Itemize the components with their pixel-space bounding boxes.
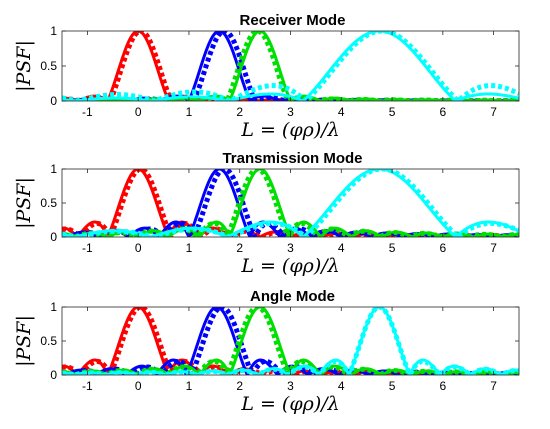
x-tick-label: 1 <box>186 105 193 119</box>
x-tick-label: 2 <box>236 241 243 255</box>
plot-area <box>62 169 519 237</box>
series-line-2 <box>62 31 519 101</box>
x-tick-label: 7 <box>490 379 497 393</box>
subplot-1: -1 0 1 2 3 4 5 6 7 0 0.5 1 Receiver Mode L = (φρ)/λ |P… <box>13 12 520 141</box>
y-tick-label: 0 <box>50 368 57 382</box>
axes-box <box>61 30 520 102</box>
y-tick-label: 0 <box>50 230 57 244</box>
x-tick-label: 3 <box>287 105 294 119</box>
x-tick-label: -1 <box>82 241 93 255</box>
x-tick-label: 5 <box>389 379 396 393</box>
series-line-4 <box>62 31 519 101</box>
x-tick-label: -1 <box>82 379 93 393</box>
x-tick-label: 0 <box>135 105 142 119</box>
x-axis-label: L = (φρ)/λ <box>240 255 339 277</box>
x-axis-label: L = (φρ)/λ <box>240 119 339 141</box>
x-tick-label: 1 <box>186 241 193 255</box>
y-tick-label: 1 <box>50 300 57 314</box>
y-axis-label: |PSF| <box>13 315 35 367</box>
y-axis-label: |PSF| <box>13 177 35 229</box>
y-tick-label: 1 <box>50 24 57 38</box>
panel-title: Receiver Mode <box>240 12 346 29</box>
x-tick-label: 4 <box>338 105 345 119</box>
x-tick-label: 2 <box>236 379 243 393</box>
y-tick-label: 0.5 <box>40 334 57 348</box>
x-tick-label: 2 <box>236 105 243 119</box>
y-tick-label: 0.5 <box>40 59 57 73</box>
x-tick-label: 0 <box>135 379 142 393</box>
x-tick-label: 7 <box>490 241 497 255</box>
series-line-1 <box>62 31 519 101</box>
plot-area <box>62 31 519 101</box>
plot-area <box>62 307 519 375</box>
subplot-2: -1 0 1 2 3 4 5 6 7 0 0.5 1 Transmission Mode L = (φρ)… <box>13 150 520 277</box>
subplot-3: -1 0 1 2 3 4 5 6 7 0 0.5 1 Angle Mode L = (φρ)/λ |PSF| <box>13 288 520 415</box>
x-tick-label: 5 <box>389 241 396 255</box>
x-tick-label: 4 <box>338 379 345 393</box>
x-tick-label: 3 <box>287 241 294 255</box>
series-line-6 <box>62 31 519 101</box>
panel-title: Transmission Mode <box>222 150 362 167</box>
x-tick-label: -1 <box>82 105 93 119</box>
x-tick-label: 0 <box>135 241 142 255</box>
y-axis-label: |PSF| <box>13 40 35 92</box>
x-tick-label: 1 <box>186 379 193 393</box>
x-axis-label: L = (φρ)/λ <box>240 393 339 415</box>
series-line-5 <box>62 31 519 101</box>
y-tick-label: 1 <box>50 162 57 176</box>
y-tick-label: 0 <box>50 94 57 108</box>
x-tick-label: 6 <box>439 379 446 393</box>
x-tick-label: 3 <box>287 379 294 393</box>
x-tick-label: 7 <box>490 105 497 119</box>
y-tick-label: 0.5 <box>40 196 57 210</box>
panel-title: Angle Mode <box>250 288 335 305</box>
series-line-8 <box>62 31 519 101</box>
x-tick-label: 6 <box>439 241 446 255</box>
series-line-3 <box>62 31 519 101</box>
x-tick-label: 4 <box>338 241 345 255</box>
x-tick-label: 6 <box>439 105 446 119</box>
x-tick-label: 5 <box>389 105 396 119</box>
series-line-7 <box>62 31 519 101</box>
